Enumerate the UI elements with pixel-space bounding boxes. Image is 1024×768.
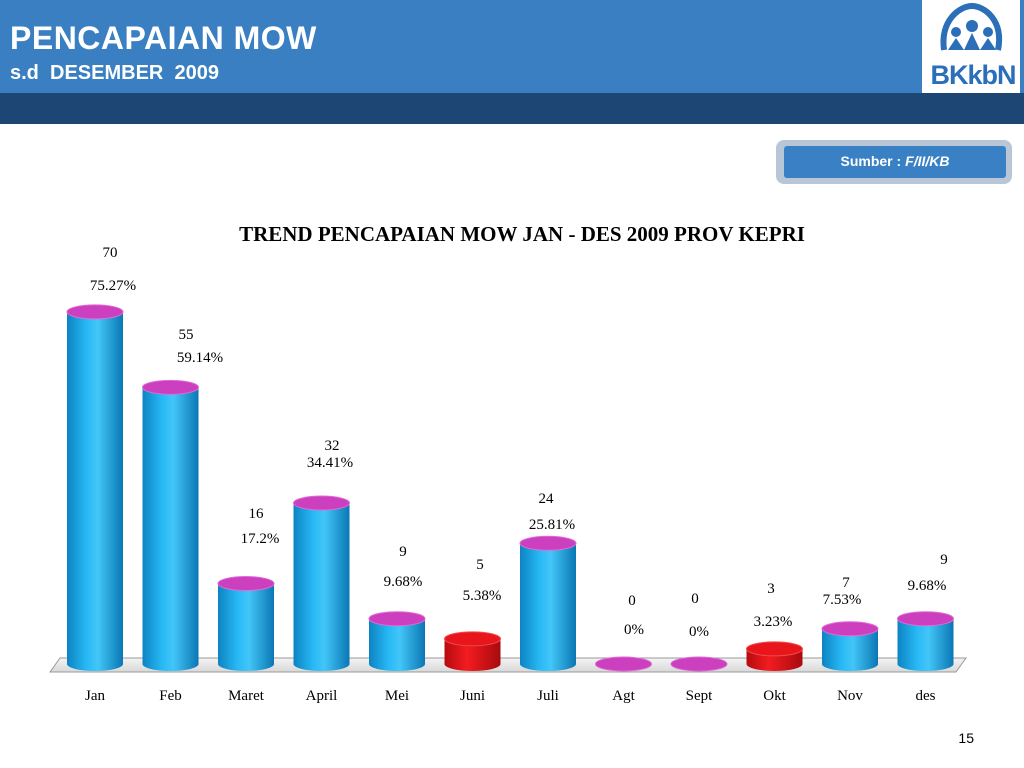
bar-nov (821, 621, 879, 671)
logo-text: BKkbN (930, 60, 1016, 90)
family-logo-icon (940, 2, 1003, 51)
bar-maret (217, 576, 275, 671)
chart-floor (49, 657, 967, 673)
x-tick-label: Jan (85, 688, 105, 704)
logo (922, 0, 1020, 93)
source-box: Sumber : F/II/KB (784, 146, 1006, 178)
chart-title: TREND PENCAPAIAN MOW JAN - DES 2009 PROV… (239, 222, 805, 246)
bar-juni (444, 631, 501, 671)
percent-label: 25.81% (529, 517, 575, 533)
percent-label: 3.23% (754, 614, 793, 630)
bar-jan (66, 304, 124, 671)
x-tick-label: Nov (837, 688, 863, 704)
bar-juli (519, 535, 577, 671)
slide-subtitle: s.d DESEMBER 2009 (10, 62, 219, 84)
percent-label: 17.2% (241, 531, 280, 547)
percent-label: 7.53% (823, 592, 862, 608)
value-label: 32 (325, 438, 340, 454)
source-label: Sumber : (840, 153, 902, 169)
x-tick-label: des (916, 688, 936, 704)
x-tick-label: Feb (159, 688, 182, 704)
value-label: 7 (842, 575, 850, 591)
x-tick-label: Okt (763, 688, 786, 704)
x-tick-label: Maret (228, 688, 265, 704)
value-label: 5 (476, 557, 484, 573)
value-label: 3 (767, 581, 775, 597)
percent-label: 59.14% (177, 350, 223, 366)
header-strip (0, 93, 1024, 124)
source-value: F/II/KB (905, 153, 950, 169)
x-tick-label: Mei (385, 688, 409, 704)
percent-label: 9.68% (908, 578, 947, 594)
bar-des (897, 611, 954, 671)
value-label: 16 (249, 506, 265, 522)
percent-label: 0% (689, 624, 709, 640)
bar-mei (368, 611, 426, 671)
percent-label: 75.27% (90, 278, 136, 294)
x-tick-label: Sept (686, 688, 714, 704)
percent-label: 5.38% (463, 588, 502, 604)
header-bar (0, 0, 922, 93)
value-label: 0 (691, 591, 699, 607)
bar-feb (142, 379, 199, 671)
slide-title: PENCAPAIAN MOW (10, 20, 317, 56)
value-label: 0 (628, 593, 636, 609)
percent-label: 34.41% (307, 455, 353, 471)
value-label: 9 (940, 552, 948, 568)
x-tick-label: April (306, 688, 338, 704)
value-label: 24 (539, 491, 555, 507)
bar-agt (595, 656, 652, 672)
bar-april (293, 495, 350, 671)
x-tick-label: Agt (612, 688, 635, 704)
value-label: 55 (179, 327, 194, 343)
bar-sept (670, 656, 728, 672)
x-tick-label: Juni (460, 688, 485, 704)
value-label: 9 (399, 544, 407, 560)
bar-okt (746, 641, 803, 671)
page-number: 15 (958, 730, 974, 746)
value-label: 70 (103, 245, 118, 261)
percent-label: 9.68% (384, 574, 423, 590)
x-tick-label: Juli (537, 688, 559, 704)
percent-label: 0% (624, 622, 644, 638)
